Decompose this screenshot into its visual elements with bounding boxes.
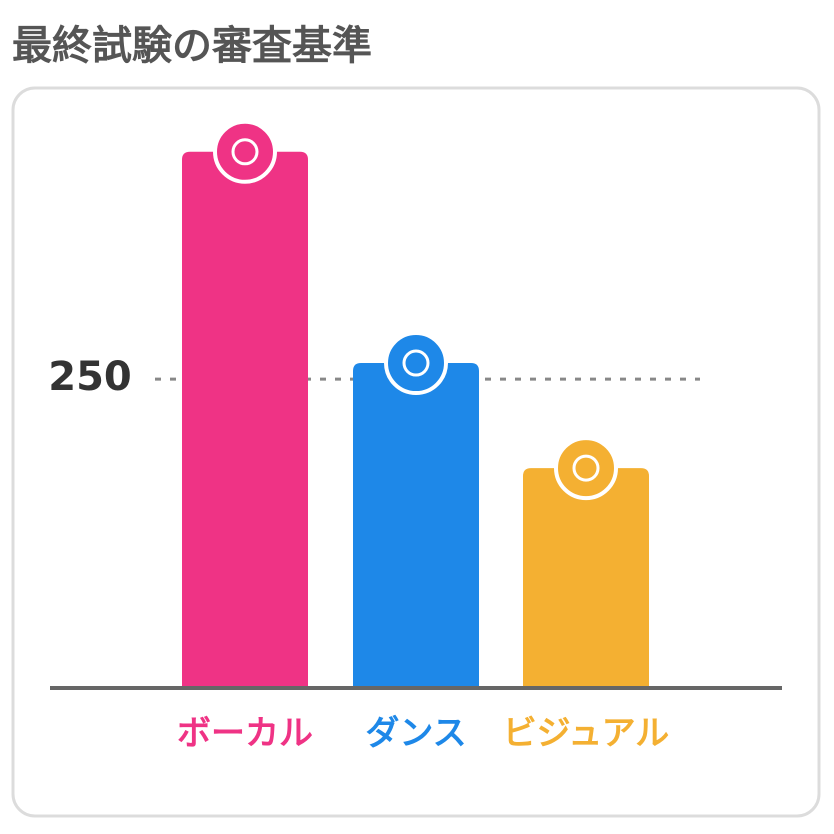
y-tick-label: 250: [48, 354, 132, 400]
bar: [182, 151, 308, 688]
bar-icon: [554, 436, 618, 501]
bar-icon-glyph: [402, 349, 430, 377]
x-tick-label: ダンス: [365, 714, 466, 754]
bar-icon-glyph: [572, 454, 600, 482]
x-tick-label: ビジュアル: [503, 714, 670, 754]
bar: [523, 468, 649, 688]
bar-icon-glyph: [231, 138, 259, 166]
bar-icon: [213, 119, 277, 184]
chart-title: 最終試験の審査基準: [12, 23, 372, 69]
bar-icon: [384, 331, 448, 396]
x-tick-label: ボーカル: [177, 714, 313, 754]
bar: [353, 363, 479, 688]
